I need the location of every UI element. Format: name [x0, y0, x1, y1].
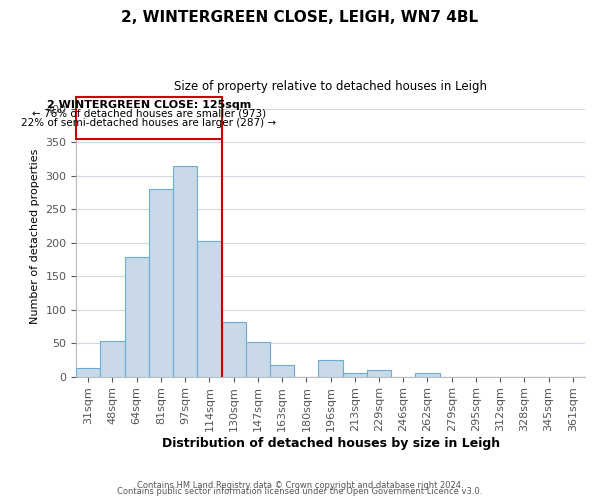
Bar [197, 241, 221, 376]
Bar [367, 370, 391, 376]
Bar [76, 97, 221, 139]
Text: ← 76% of detached houses are smaller (973): ← 76% of detached houses are smaller (97… [32, 109, 266, 119]
Text: Contains public sector information licensed under the Open Government Licence v3: Contains public sector information licen… [118, 488, 482, 496]
Bar [149, 189, 173, 376]
Bar [221, 322, 246, 376]
Title: Size of property relative to detached houses in Leigh: Size of property relative to detached ho… [174, 80, 487, 93]
Text: Contains HM Land Registry data © Crown copyright and database right 2024.: Contains HM Land Registry data © Crown c… [137, 481, 463, 490]
Bar [415, 374, 440, 376]
Bar [76, 368, 100, 376]
Bar [343, 374, 367, 376]
Y-axis label: Number of detached properties: Number of detached properties [30, 148, 40, 324]
Bar [173, 166, 197, 376]
Text: 22% of semi-detached houses are larger (287) →: 22% of semi-detached houses are larger (… [21, 118, 277, 128]
Text: 2, WINTERGREEN CLOSE, LEIGH, WN7 4BL: 2, WINTERGREEN CLOSE, LEIGH, WN7 4BL [121, 10, 479, 25]
Bar [270, 365, 294, 376]
Bar [319, 360, 343, 376]
Text: 2 WINTERGREEN CLOSE: 125sqm: 2 WINTERGREEN CLOSE: 125sqm [47, 100, 251, 110]
Bar [100, 341, 125, 376]
Bar [125, 258, 149, 376]
X-axis label: Distribution of detached houses by size in Leigh: Distribution of detached houses by size … [161, 437, 500, 450]
Bar [246, 342, 270, 376]
